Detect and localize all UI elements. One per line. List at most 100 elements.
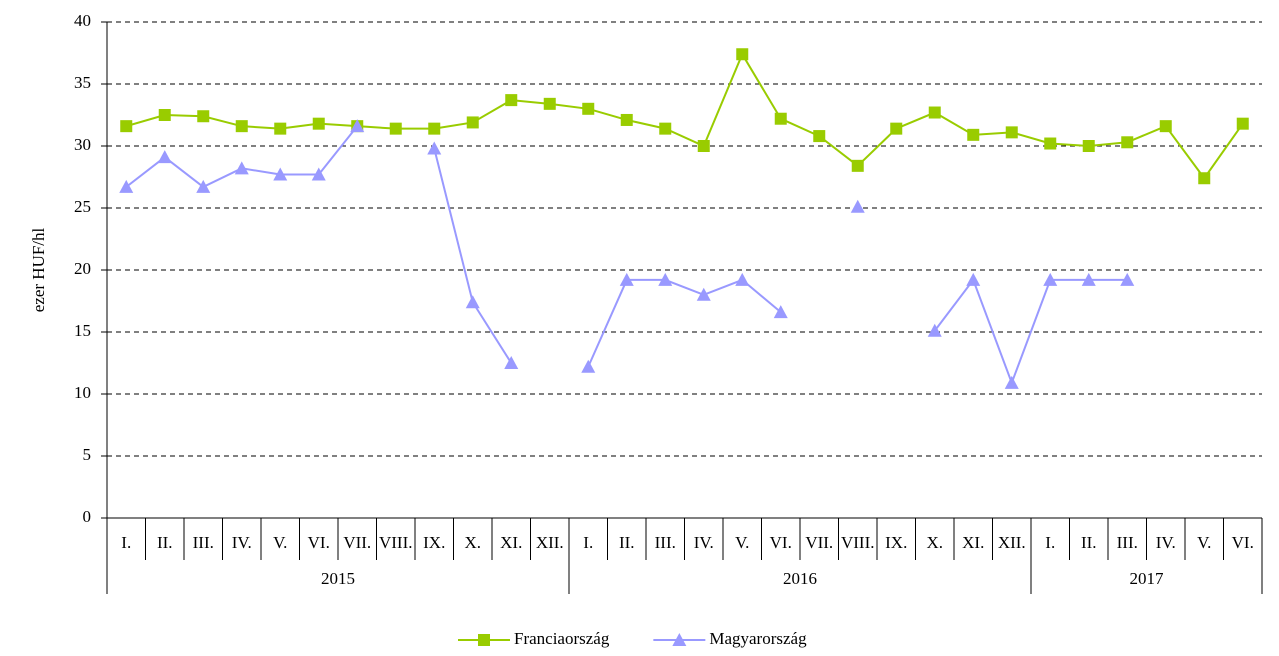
x-tick-label: III.: [1117, 533, 1138, 552]
legend-label: Franciaország: [514, 629, 610, 648]
marker: [735, 272, 750, 286]
marker: [890, 122, 903, 135]
marker: [197, 110, 210, 123]
marker: [672, 633, 687, 646]
series-line: [125, 52, 1244, 180]
marker: [1081, 272, 1096, 286]
x-tick-label: II.: [157, 533, 173, 552]
year-label: 2017: [1130, 569, 1165, 588]
marker: [1121, 136, 1134, 149]
x-tick-label: VI.: [770, 533, 792, 552]
marker: [1159, 120, 1172, 133]
x-tick-label: XII.: [998, 533, 1026, 552]
x-tick-label: VI.: [308, 533, 330, 552]
marker: [350, 119, 365, 133]
marker: [428, 122, 441, 135]
marker: [466, 116, 479, 129]
x-tick-label: XII.: [536, 533, 564, 552]
marker: [582, 102, 595, 115]
marker: [1082, 140, 1095, 152]
marker: [1005, 126, 1018, 139]
y-tick-label: 15: [74, 321, 91, 340]
x-tick-label: IV.: [232, 533, 252, 552]
x-tick-label: IV.: [694, 533, 714, 552]
x-tick-label: X.: [926, 533, 943, 552]
x-tick-label: IX.: [885, 533, 907, 552]
marker: [850, 199, 865, 213]
marker: [1120, 272, 1135, 286]
x-tick-label: VIII.: [379, 533, 413, 552]
marker: [543, 97, 556, 110]
marker: [581, 359, 596, 373]
marker: [427, 141, 442, 155]
marker: [120, 120, 133, 133]
legend-label: Magyarország: [709, 629, 807, 648]
marker: [235, 120, 248, 133]
marker: [927, 323, 942, 337]
marker: [851, 159, 864, 172]
marker: [311, 167, 326, 181]
x-tick-label: V.: [273, 533, 287, 552]
y-tick-label: 35: [74, 73, 91, 92]
marker: [620, 113, 633, 126]
marker: [659, 122, 672, 135]
marker: [967, 128, 980, 141]
marker: [312, 117, 325, 130]
marker: [774, 112, 787, 125]
marker: [465, 295, 480, 309]
x-tick-label: II.: [619, 533, 635, 552]
marker: [274, 122, 287, 135]
x-tick-label: III.: [655, 533, 676, 552]
marker: [928, 106, 941, 119]
marker: [505, 94, 518, 107]
marker: [157, 150, 172, 164]
y-tick-label: 40: [74, 11, 91, 30]
marker: [658, 272, 673, 286]
x-tick-label: X.: [464, 533, 481, 552]
y-tick-label: 30: [74, 135, 91, 154]
marker: [966, 272, 981, 286]
marker: [478, 634, 490, 646]
y-tick-label: 5: [83, 445, 92, 464]
marker: [234, 161, 249, 175]
x-tick-label: I.: [583, 533, 593, 552]
x-tick-label: V.: [735, 533, 749, 552]
y-tick-label: 25: [74, 197, 91, 216]
marker: [196, 179, 211, 193]
x-tick-label: XI.: [500, 533, 522, 552]
x-tick-label: VII.: [343, 533, 371, 552]
x-tick-label: IX.: [423, 533, 445, 552]
x-tick-label: IV.: [1156, 533, 1176, 552]
y-tick-label: 10: [74, 383, 91, 402]
series-line: [125, 125, 1128, 386]
marker: [1004, 375, 1019, 389]
marker: [1043, 272, 1058, 286]
x-tick-label: V.: [1197, 533, 1211, 552]
marker: [389, 122, 402, 135]
marker: [273, 167, 288, 181]
x-tick-label: VI.: [1232, 533, 1254, 552]
x-tick-label: VII.: [805, 533, 833, 552]
marker: [813, 130, 826, 143]
marker: [158, 109, 171, 121]
x-tick-label: I.: [121, 533, 131, 552]
year-label: 2016: [783, 569, 817, 588]
marker: [736, 48, 749, 61]
marker: [696, 287, 711, 301]
y-tick-label: 20: [74, 259, 91, 278]
marker: [619, 272, 634, 286]
marker: [119, 179, 134, 193]
x-tick-label: XI.: [962, 533, 984, 552]
y-tick-label: 0: [83, 507, 92, 526]
marker: [697, 140, 710, 152]
marker: [1044, 137, 1057, 150]
marker: [1198, 172, 1211, 185]
marker: [1236, 117, 1249, 130]
marker: [773, 305, 788, 319]
x-tick-label: II.: [1081, 533, 1097, 552]
x-tick-label: III.: [193, 533, 214, 552]
marker: [504, 356, 519, 369]
x-tick-label: VIII.: [841, 533, 875, 552]
year-label: 2015: [321, 569, 355, 588]
